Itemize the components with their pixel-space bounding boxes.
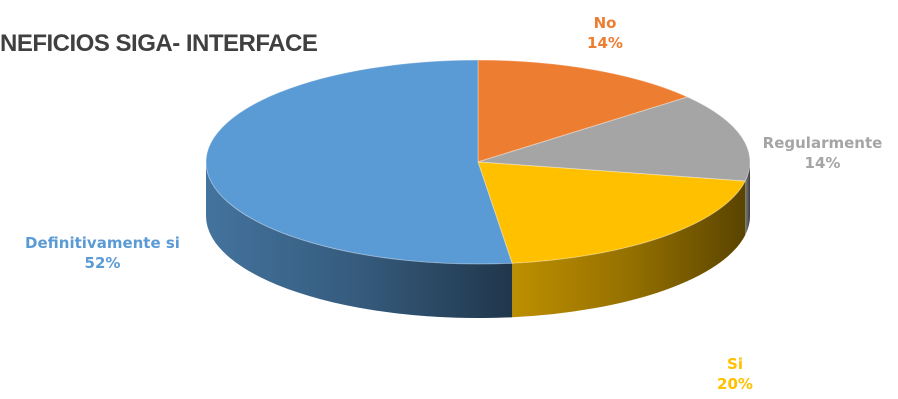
slice-label-no-value: 14% [587,34,623,52]
slice-label-no-name: No [593,14,617,32]
slice-label-regularmente-value: 14% [804,154,841,172]
slice-regularmente [477,96,751,182]
slice-side-shade-regularmente [745,162,750,236]
slice-label-definitivamente-si-name: Definitivamente si [25,234,180,252]
slice-label-definitivamente-si: Definitivamente si 52% [0,233,205,273]
slice-label-si-name: Si [727,355,743,373]
slice-label-definitivamente-si-value: 52% [84,254,121,272]
slice-no [477,59,689,163]
slice-label-no: No 14% [570,13,640,53]
slice-label-regularmente: Regularmente 14% [750,133,895,173]
chart-title: NEFICIOS SIGA- INTERFACE [0,30,318,57]
slice-side-shade-si [512,181,746,318]
slice-label-si: Si 20% [700,354,770,394]
slice-label-regularmente-name: Regularmente [762,134,883,152]
slice-si [477,161,746,264]
slice-label-si-value: 20% [717,375,753,393]
slice-side-shade-definitivamente-si [206,162,513,319]
slice-definitivamente-si [205,59,513,265]
